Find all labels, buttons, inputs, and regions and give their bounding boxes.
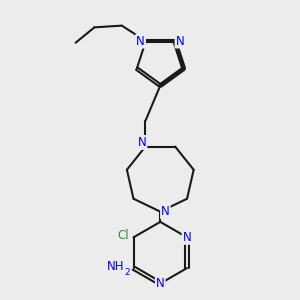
Text: 2: 2 <box>124 268 130 277</box>
Text: NH: NH <box>106 260 124 273</box>
Text: N: N <box>183 231 191 244</box>
Text: N: N <box>138 136 146 149</box>
Text: N: N <box>176 34 184 47</box>
Text: Cl: Cl <box>118 229 129 242</box>
Text: N: N <box>156 277 165 290</box>
Text: N: N <box>161 205 170 218</box>
Text: N: N <box>136 34 145 47</box>
